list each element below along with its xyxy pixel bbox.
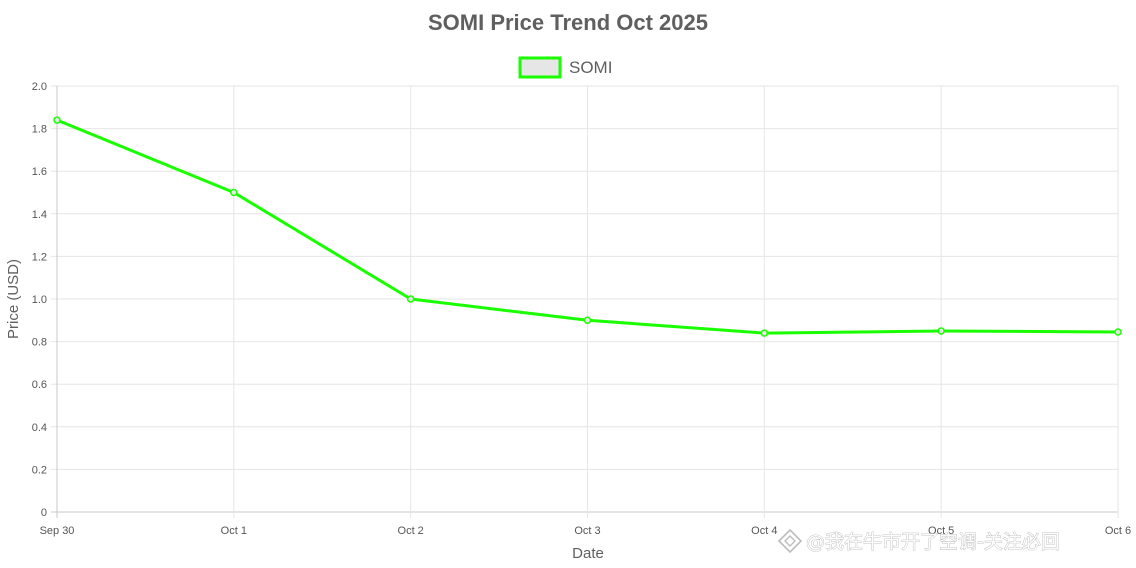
- y-tick-label: 0: [41, 507, 47, 519]
- diamond-logo-icon: [777, 528, 803, 554]
- y-tick-label: 1.4: [32, 209, 47, 221]
- y-tick-label: 1.2: [32, 251, 47, 263]
- grid: [51, 85, 1119, 518]
- legend[interactable]: SOMI: [518, 56, 612, 79]
- x-tick-label: Oct 5: [928, 525, 954, 537]
- y-tick-label: 1.6: [32, 166, 47, 178]
- y-tick-label: 0.6: [32, 379, 47, 391]
- y-tick-label: 0.8: [32, 337, 47, 349]
- y-axis-title: Price (USD): [5, 259, 22, 339]
- x-tick-label: Oct 1: [221, 525, 247, 537]
- x-tick-label: Oct 2: [398, 525, 424, 537]
- y-tick-label: 1.0: [32, 294, 47, 306]
- y-tick-label: 0.2: [32, 464, 47, 476]
- data-point[interactable]: [583, 316, 592, 325]
- y-tick-label: 0.4: [32, 422, 47, 434]
- x-tick-label: Sep 30: [40, 525, 75, 537]
- x-tick-label: Oct 3: [574, 525, 600, 537]
- data-point[interactable]: [937, 327, 945, 335]
- axes: 0 0.2 0.4 0.6 0.8 1.0 1.2 1.4 1.6 1.8 2.0 Sep 30 Oct…: [32, 81, 1131, 537]
- series-somi: [53, 116, 1122, 337]
- data-point[interactable]: [53, 116, 61, 124]
- data-point[interactable]: [406, 295, 415, 303]
- y-tick-label: 1.8: [32, 124, 47, 136]
- watermark: @我在牛市开了空调-关注必回: [777, 528, 1060, 554]
- chart-title: SOMI Price Trend Oct 2025: [428, 10, 708, 35]
- data-point[interactable]: [230, 188, 238, 197]
- x-tick-label: Oct 4: [751, 525, 777, 537]
- x-axis-title: Date: [572, 545, 604, 562]
- legend-swatch-somi[interactable]: [518, 56, 562, 79]
- watermark-text: @我在牛市开了空调-关注必回: [806, 531, 1060, 553]
- x-tick-label: Oct 6: [1105, 525, 1131, 537]
- data-point[interactable]: [760, 329, 769, 337]
- legend-label-somi[interactable]: SOMI: [569, 58, 612, 77]
- data-point[interactable]: [1114, 328, 1122, 336]
- y-tick-label: 2.0: [32, 81, 47, 93]
